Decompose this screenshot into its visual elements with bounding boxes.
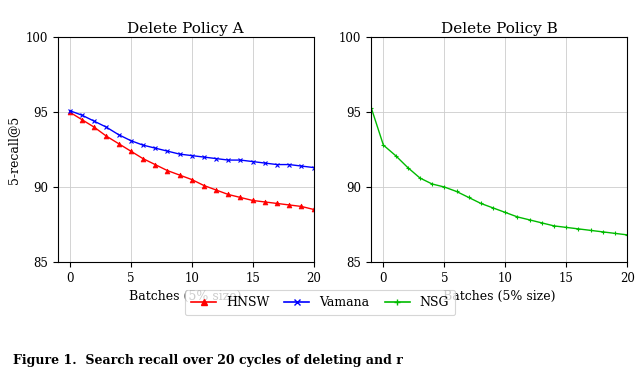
Text: Figure 1.  Search recall over 20 cycles of deleting and r: Figure 1. Search recall over 20 cycles o… bbox=[13, 353, 403, 367]
Legend: HNSW, Vamana, NSG: HNSW, Vamana, NSG bbox=[185, 290, 455, 315]
X-axis label: Batches (5% size): Batches (5% size) bbox=[129, 290, 242, 303]
Y-axis label: 5-recall@5: 5-recall@5 bbox=[7, 116, 20, 184]
X-axis label: Batches (5% size): Batches (5% size) bbox=[443, 290, 556, 303]
Title: Delete Policy B: Delete Policy B bbox=[441, 22, 557, 36]
Title: Delete Policy A: Delete Policy A bbox=[127, 22, 244, 36]
